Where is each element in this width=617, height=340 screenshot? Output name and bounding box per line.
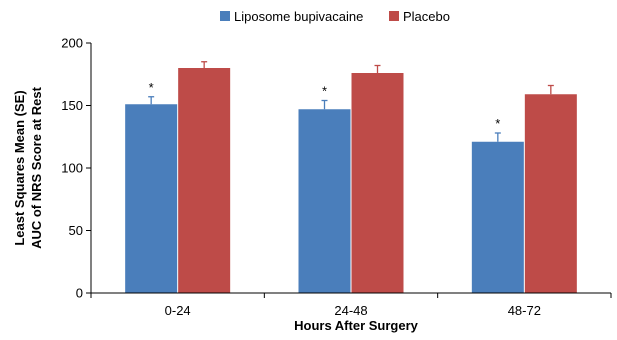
y-axis-title-line2: AUC of NRS Score at Rest (29, 86, 44, 248)
x-axis-title: Hours After Surgery (294, 318, 419, 333)
x-tick-labels: 0-24 24-48 48-72 (165, 303, 541, 318)
x-tick-label: 0-24 (165, 303, 191, 318)
bar (471, 141, 524, 293)
bar (351, 73, 404, 293)
y-tick-label: 50 (69, 223, 83, 238)
significance-marker: * (322, 84, 327, 99)
y-axis-title-line1: Least Squares Mean (SE) (12, 90, 27, 245)
error-bars (148, 61, 554, 142)
legend-swatch (220, 11, 230, 21)
bar (125, 104, 178, 293)
legend: Liposome bupivacaine Placebo (220, 9, 450, 24)
y-tick-label: 0 (76, 286, 83, 301)
x-tick-label: 48-72 (508, 303, 541, 318)
legend-label: Placebo (403, 9, 450, 24)
legend-swatch (389, 11, 399, 21)
significance-marker: * (495, 116, 500, 131)
bars (125, 68, 577, 293)
bar (178, 68, 231, 293)
significance-marker: * (149, 80, 154, 95)
x-tick-label: 24-48 (334, 303, 367, 318)
significance-markers: * * * (149, 80, 501, 131)
y-tick-label: 100 (61, 161, 83, 176)
y-tick-label: 200 (61, 36, 83, 51)
axes (86, 42, 612, 298)
y-tick-labels: 0 50 100 150 200 (61, 36, 83, 301)
y-tick-label: 150 (61, 98, 83, 113)
legend-label: Liposome bupivacaine (234, 9, 363, 24)
bar (298, 109, 351, 293)
bar (524, 94, 577, 293)
